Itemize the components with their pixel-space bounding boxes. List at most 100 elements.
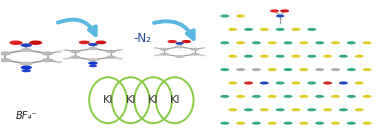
Circle shape [56,50,62,53]
Text: KI: KI [103,95,113,105]
Circle shape [118,49,123,51]
Circle shape [331,68,340,71]
Circle shape [276,55,285,58]
Circle shape [252,68,261,71]
Circle shape [315,41,324,44]
Circle shape [9,41,23,45]
Circle shape [0,51,11,55]
Circle shape [118,58,123,60]
Circle shape [284,122,293,125]
Circle shape [191,53,199,56]
Circle shape [63,49,68,51]
Circle shape [268,122,277,125]
Circle shape [201,47,205,49]
Circle shape [339,82,348,84]
Circle shape [95,41,107,44]
Circle shape [236,41,245,44]
Circle shape [236,14,245,18]
Circle shape [299,41,308,44]
Circle shape [347,122,356,125]
Circle shape [220,41,229,44]
Circle shape [167,40,177,43]
Circle shape [268,41,277,44]
Circle shape [355,82,364,84]
Circle shape [244,55,253,58]
Circle shape [291,108,301,111]
Circle shape [307,82,316,84]
Circle shape [284,95,293,98]
Circle shape [284,41,293,44]
Circle shape [228,28,237,31]
Circle shape [276,15,284,17]
Circle shape [291,82,301,84]
Circle shape [160,53,169,56]
Circle shape [323,82,332,84]
Text: KI: KI [169,95,180,105]
Circle shape [20,48,33,52]
Circle shape [20,62,33,66]
Text: KI: KI [125,95,136,105]
Circle shape [41,51,54,55]
Circle shape [291,55,301,58]
Circle shape [191,48,199,51]
Circle shape [105,50,116,53]
Circle shape [331,41,340,44]
Circle shape [291,28,301,31]
Circle shape [56,61,62,63]
Circle shape [236,122,245,125]
Circle shape [236,95,245,98]
Circle shape [154,47,158,49]
Circle shape [41,58,54,62]
Circle shape [105,55,116,59]
Circle shape [299,68,308,71]
Circle shape [228,55,237,58]
Text: BF₄⁻: BF₄⁻ [15,111,37,120]
Circle shape [299,95,308,98]
Circle shape [175,55,184,58]
Circle shape [307,55,316,58]
Circle shape [244,108,253,111]
Circle shape [21,43,32,47]
Circle shape [260,28,269,31]
Circle shape [339,108,348,111]
Circle shape [252,122,261,125]
Circle shape [88,62,98,65]
Circle shape [236,68,245,71]
Circle shape [268,95,277,98]
Circle shape [260,108,269,111]
Circle shape [175,42,184,45]
Circle shape [63,58,68,60]
Circle shape [244,82,253,84]
Circle shape [228,82,237,84]
Circle shape [270,9,279,12]
Circle shape [363,122,372,125]
Circle shape [89,64,97,67]
Circle shape [323,55,332,58]
Circle shape [88,58,98,62]
Circle shape [252,95,261,98]
Circle shape [29,41,42,45]
Circle shape [339,55,348,58]
Circle shape [347,95,356,98]
Circle shape [220,95,229,98]
Circle shape [88,43,98,46]
Circle shape [260,55,269,58]
Circle shape [363,95,372,98]
Circle shape [363,68,372,71]
Circle shape [175,45,184,48]
Circle shape [355,55,364,58]
Circle shape [323,108,332,111]
Circle shape [355,108,364,111]
Circle shape [252,41,261,44]
Circle shape [307,28,316,31]
Circle shape [228,108,237,111]
Circle shape [280,9,289,12]
Circle shape [276,108,285,111]
Circle shape [154,55,158,56]
Circle shape [88,47,98,50]
Circle shape [79,41,90,44]
Circle shape [276,82,285,84]
Circle shape [22,69,31,72]
Text: -N₂: -N₂ [133,33,151,46]
Circle shape [268,68,277,71]
